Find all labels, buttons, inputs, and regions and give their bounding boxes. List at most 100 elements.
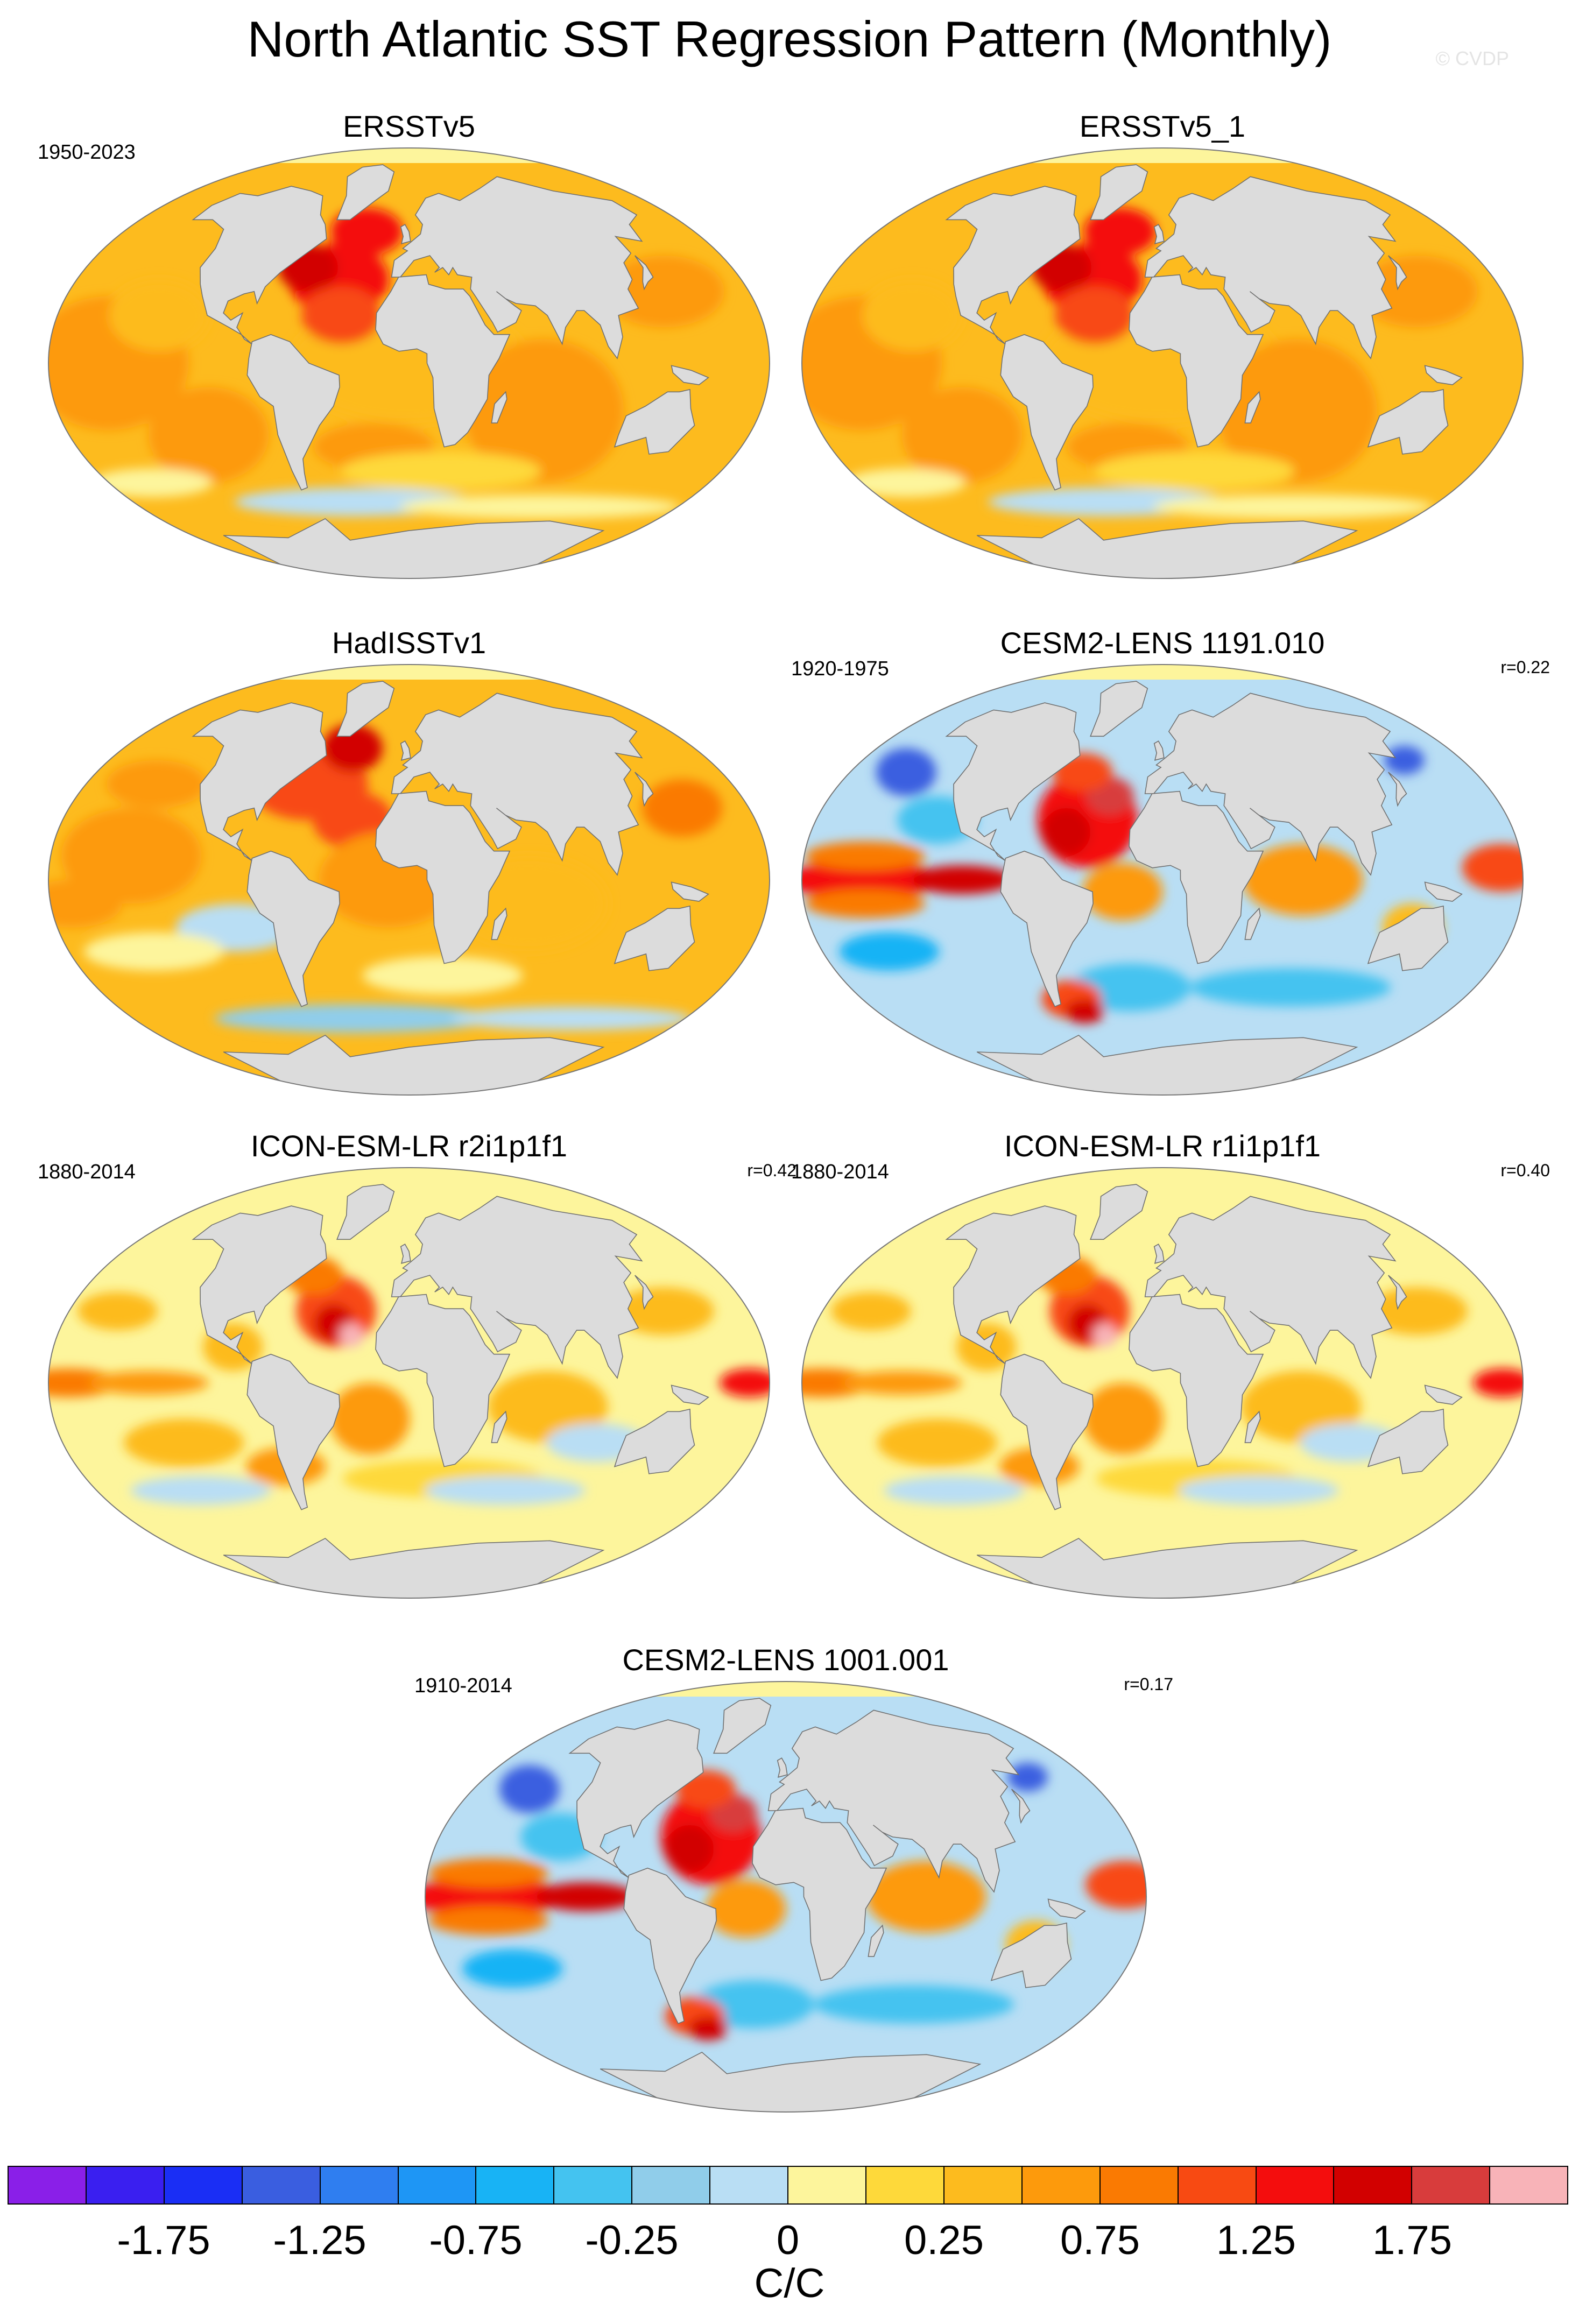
panel-title: CESM2-LENS 1191.010 xyxy=(1000,626,1325,660)
sst-anomaly-region xyxy=(688,2016,728,2040)
landmass-madagascar xyxy=(491,391,507,423)
panel-years: 1950-2023 xyxy=(38,141,136,164)
sst-anomaly-region xyxy=(642,779,723,837)
colorbar-swatch xyxy=(1022,2167,1101,2203)
landmass-africa xyxy=(1129,790,1264,964)
colorbar-swatch xyxy=(710,2167,789,2203)
map-outline xyxy=(425,1681,1147,2113)
sst-anomaly-region xyxy=(425,1877,566,1916)
landmass-japan xyxy=(1011,1789,1031,1824)
map-outline xyxy=(48,147,770,579)
landmass-eurasia xyxy=(1144,1196,1397,1379)
sst-anomaly-region xyxy=(528,351,609,399)
landmass-africa xyxy=(1129,1294,1264,1467)
landmass-southAmerica xyxy=(623,1867,717,2024)
landmass-southAmerica xyxy=(246,334,340,491)
panel-title: ICON-ESM-LR r2i1p1f1 xyxy=(250,1129,568,1163)
sst-anomaly-region xyxy=(842,1371,962,1395)
landmass-africa xyxy=(375,274,511,448)
landmass-japan xyxy=(1388,772,1407,807)
colorbar-swatch xyxy=(1100,2167,1179,2203)
sst-anomaly-region xyxy=(399,495,680,519)
landmass-southAmerica xyxy=(1000,334,1094,491)
sst-anomaly-region xyxy=(1083,1383,1164,1455)
landmass-australia xyxy=(1367,388,1449,455)
sst-anomaly-region xyxy=(831,1292,911,1331)
landmass-africa xyxy=(752,1807,887,1981)
landmass-madagascar xyxy=(868,1924,884,1957)
landmass-eurasia xyxy=(391,1196,643,1379)
figure-title: North Atlantic SST Regression Pattern (M… xyxy=(247,11,1332,67)
watermark: © CVDP xyxy=(1435,47,1509,69)
landmass-newGuinea xyxy=(1424,1384,1463,1405)
colorbar-swatch xyxy=(164,2167,243,2203)
sst-anomaly-region xyxy=(839,932,940,971)
sst-anomaly-region xyxy=(48,880,122,928)
colorbar-swatch xyxy=(866,2167,944,2203)
sst-anomaly-region xyxy=(451,1006,692,1030)
map-panel: ICON-ESM-LR r2i1p1f1 1880-2014 r=0.42 xyxy=(38,1127,796,1612)
sst-anomaly-region xyxy=(428,1906,549,1936)
sst-anomaly-region xyxy=(665,1825,714,1873)
colorbar-swatch xyxy=(1490,2167,1568,2203)
colorbar-tick-label: 0.25 xyxy=(904,2217,984,2263)
landmass-madagascar xyxy=(491,907,507,940)
panel-years: 1920-1975 xyxy=(791,658,889,680)
landmass-northAmerica xyxy=(192,1205,327,1365)
sst-anomaly-region xyxy=(1241,1371,1362,1443)
landmass-eurasia xyxy=(1144,176,1397,359)
map-panel: ERSSTv5_1 xyxy=(791,108,1534,592)
sst-anomaly-region xyxy=(902,387,1023,483)
world-map xyxy=(801,147,1524,579)
world-map xyxy=(48,1167,770,1599)
sst-anomaly-region xyxy=(1384,746,1425,775)
world-map xyxy=(801,664,1524,1096)
landmass-australia xyxy=(990,1922,1072,1988)
sst-anomaly-region xyxy=(488,1371,608,1443)
world-map xyxy=(801,1167,1524,1599)
sst-anomaly-region xyxy=(802,860,942,899)
panel-years: 1880-2014 xyxy=(38,1161,136,1183)
sst-anomaly-region xyxy=(1042,808,1091,856)
landmass-newGuinea xyxy=(671,1384,709,1405)
map-outline xyxy=(801,147,1524,579)
sst-anomaly-region xyxy=(706,1880,786,1938)
sst-anomaly-region xyxy=(1242,844,1363,916)
landmass-antarctica xyxy=(976,1034,1358,1095)
landmass-northAmerica xyxy=(568,1719,704,1878)
landmass-northAmerica xyxy=(192,702,327,861)
colorbar-swatch xyxy=(9,2167,87,2203)
landmass-africa xyxy=(1129,274,1264,448)
landmass-antarctica xyxy=(223,1034,605,1095)
sst-anomaly-region xyxy=(1178,1476,1339,1505)
sst-anomaly-region xyxy=(535,1882,636,1911)
world-map xyxy=(48,147,770,579)
landmass-eurasia xyxy=(391,693,643,876)
colorbar-swatch xyxy=(1178,2167,1257,2203)
colorbar-swatch xyxy=(1256,2167,1335,2203)
sst-anomaly-region xyxy=(912,865,1012,894)
landmass-greenland xyxy=(1090,164,1148,221)
landmass-greenland xyxy=(336,681,395,737)
map-panel: ICON-ESM-LR r1i1p1f1 1880-2014 r=0.40 xyxy=(791,1127,1550,1612)
colorbar-tick-label: 0.75 xyxy=(1060,2217,1140,2263)
colorbar-swatch xyxy=(632,2167,711,2203)
sst-anomaly-region xyxy=(805,841,926,871)
landmass-greenland xyxy=(713,1698,772,1754)
panel-correlation: r=0.22 xyxy=(1500,658,1550,677)
colorbar-tick-label: -1.25 xyxy=(273,2217,366,2263)
map-outline xyxy=(48,1167,770,1599)
landmass-uk xyxy=(400,1244,411,1264)
colorbar-tick-label: -0.75 xyxy=(429,2217,523,2263)
colorbar-tick-label: 1.75 xyxy=(1372,2217,1452,2263)
colorbar-swatch xyxy=(788,2167,866,2203)
sst-anomaly-region xyxy=(1065,999,1105,1023)
sst-anomaly-region xyxy=(214,1004,496,1033)
sst-anomaly-region xyxy=(362,956,523,995)
landmass-japan xyxy=(1388,1275,1407,1310)
landmass-antarctica xyxy=(976,1537,1358,1598)
sst-anomaly-region xyxy=(802,1368,872,1397)
sst-anomaly-region xyxy=(339,1323,364,1347)
landmass-madagascar xyxy=(491,1410,507,1443)
world-map xyxy=(48,664,770,1096)
